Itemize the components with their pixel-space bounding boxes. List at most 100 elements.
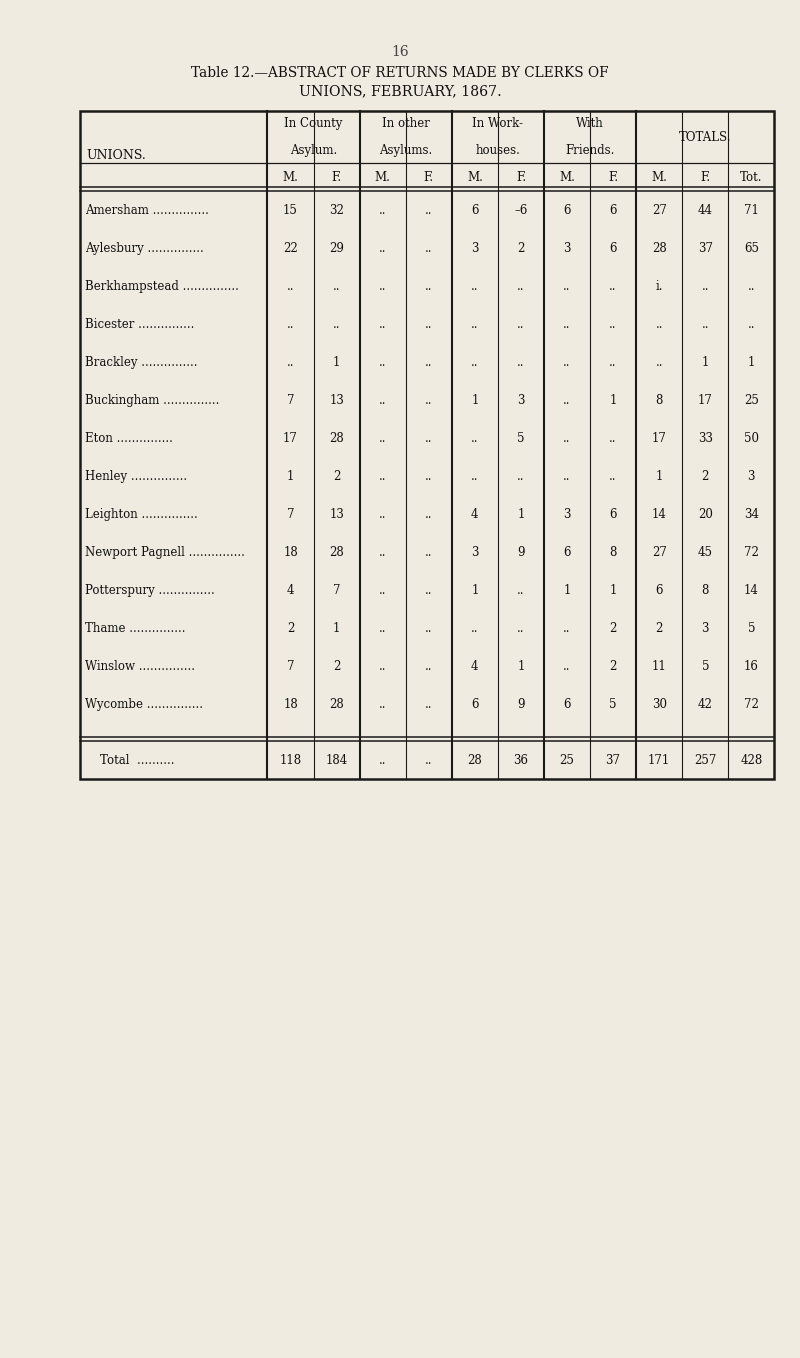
Text: ..: .. <box>563 394 570 407</box>
Text: 9: 9 <box>517 546 525 559</box>
Text: 6: 6 <box>563 204 570 217</box>
Text: 44: 44 <box>698 204 713 217</box>
Text: In other: In other <box>382 117 430 130</box>
Text: ..: .. <box>425 622 433 634</box>
Text: 4: 4 <box>471 660 478 672</box>
Text: ..: .. <box>379 584 386 598</box>
Text: 29: 29 <box>329 242 344 255</box>
Text: ..: .. <box>379 318 386 331</box>
Text: ..: .. <box>425 660 433 672</box>
Text: ..: .. <box>379 754 386 767</box>
Text: 1: 1 <box>518 508 525 521</box>
Text: 11: 11 <box>652 660 666 672</box>
Text: 2: 2 <box>287 622 294 634</box>
Text: 8: 8 <box>655 394 663 407</box>
Text: F.: F. <box>424 171 434 183</box>
Text: ..: .. <box>748 318 755 331</box>
Text: 14: 14 <box>652 508 666 521</box>
Text: 1: 1 <box>702 356 709 369</box>
Text: ..: .. <box>379 660 386 672</box>
Text: 6: 6 <box>471 698 478 710</box>
Text: ..: .. <box>655 356 663 369</box>
Text: ..: .. <box>471 470 478 483</box>
Text: ..: .. <box>655 318 663 331</box>
Text: 16: 16 <box>744 660 758 672</box>
Text: ..: .. <box>379 508 386 521</box>
Text: 13: 13 <box>329 508 344 521</box>
Text: 18: 18 <box>283 698 298 710</box>
Text: TOTALS.: TOTALS. <box>679 130 731 144</box>
Text: ..: .. <box>517 584 525 598</box>
Text: 3: 3 <box>563 508 570 521</box>
Text: 1: 1 <box>748 356 755 369</box>
Text: ..: .. <box>425 470 433 483</box>
Text: 17: 17 <box>698 394 713 407</box>
Text: 2: 2 <box>333 660 340 672</box>
Text: F.: F. <box>608 171 618 183</box>
Text: Newport Pagnell ...............: Newport Pagnell ............... <box>85 546 245 559</box>
Text: i.: i. <box>655 280 663 293</box>
Text: 6: 6 <box>655 584 663 598</box>
Text: F.: F. <box>700 171 710 183</box>
Text: 171: 171 <box>648 754 670 767</box>
Text: 5: 5 <box>610 698 617 710</box>
Text: 71: 71 <box>744 204 758 217</box>
Text: 37: 37 <box>606 754 621 767</box>
Text: 1: 1 <box>518 660 525 672</box>
Text: ..: .. <box>286 318 294 331</box>
Text: 28: 28 <box>330 432 344 445</box>
Text: 7: 7 <box>286 660 294 672</box>
Text: ..: .. <box>425 754 433 767</box>
Text: ..: .. <box>379 432 386 445</box>
Text: 17: 17 <box>652 432 666 445</box>
Text: ..: .. <box>610 280 617 293</box>
Text: 7: 7 <box>333 584 340 598</box>
Text: Thame ...............: Thame ............... <box>85 622 186 634</box>
Text: F.: F. <box>331 171 342 183</box>
Text: 27: 27 <box>652 204 666 217</box>
Text: 1: 1 <box>287 470 294 483</box>
Text: Winslow ...............: Winslow ............... <box>85 660 195 672</box>
Text: 3: 3 <box>517 394 525 407</box>
Text: Leighton ...............: Leighton ............... <box>85 508 198 521</box>
Text: 4: 4 <box>471 508 478 521</box>
Text: 6: 6 <box>563 546 570 559</box>
Text: F.: F. <box>516 171 526 183</box>
Text: ..: .. <box>748 280 755 293</box>
Text: 184: 184 <box>326 754 348 767</box>
Text: Friends.: Friends. <box>566 144 614 158</box>
Text: 5: 5 <box>702 660 709 672</box>
Text: ..: .. <box>425 280 433 293</box>
Text: 5: 5 <box>517 432 525 445</box>
Text: Tot.: Tot. <box>740 171 762 183</box>
Text: ..: .. <box>379 622 386 634</box>
Text: ..: .. <box>379 394 386 407</box>
Text: M.: M. <box>282 171 298 183</box>
Text: 18: 18 <box>283 546 298 559</box>
Text: 5: 5 <box>748 622 755 634</box>
Text: ..: .. <box>379 356 386 369</box>
Text: 2: 2 <box>655 622 663 634</box>
Text: ..: .. <box>471 318 478 331</box>
Text: 28: 28 <box>467 754 482 767</box>
Text: ..: .. <box>379 470 386 483</box>
Text: 2: 2 <box>702 470 709 483</box>
Text: 65: 65 <box>744 242 759 255</box>
Text: 3: 3 <box>748 470 755 483</box>
Text: 27: 27 <box>652 546 666 559</box>
Text: ..: .. <box>425 584 433 598</box>
Text: ..: .. <box>563 432 570 445</box>
Text: ..: .. <box>610 318 617 331</box>
Text: ..: .. <box>379 280 386 293</box>
Text: ..: .. <box>425 432 433 445</box>
Text: Asylum.: Asylum. <box>290 144 337 158</box>
Text: ..: .. <box>702 318 709 331</box>
Text: Berkhampstead ...............: Berkhampstead ............... <box>85 280 238 293</box>
Text: ..: .. <box>425 698 433 710</box>
Text: Total  ..........: Total .......... <box>100 754 174 767</box>
Text: 34: 34 <box>744 508 759 521</box>
Text: Amersham ...............: Amersham ............... <box>85 204 209 217</box>
Text: 25: 25 <box>559 754 574 767</box>
Text: ..: .. <box>563 660 570 672</box>
Text: 3: 3 <box>702 622 709 634</box>
